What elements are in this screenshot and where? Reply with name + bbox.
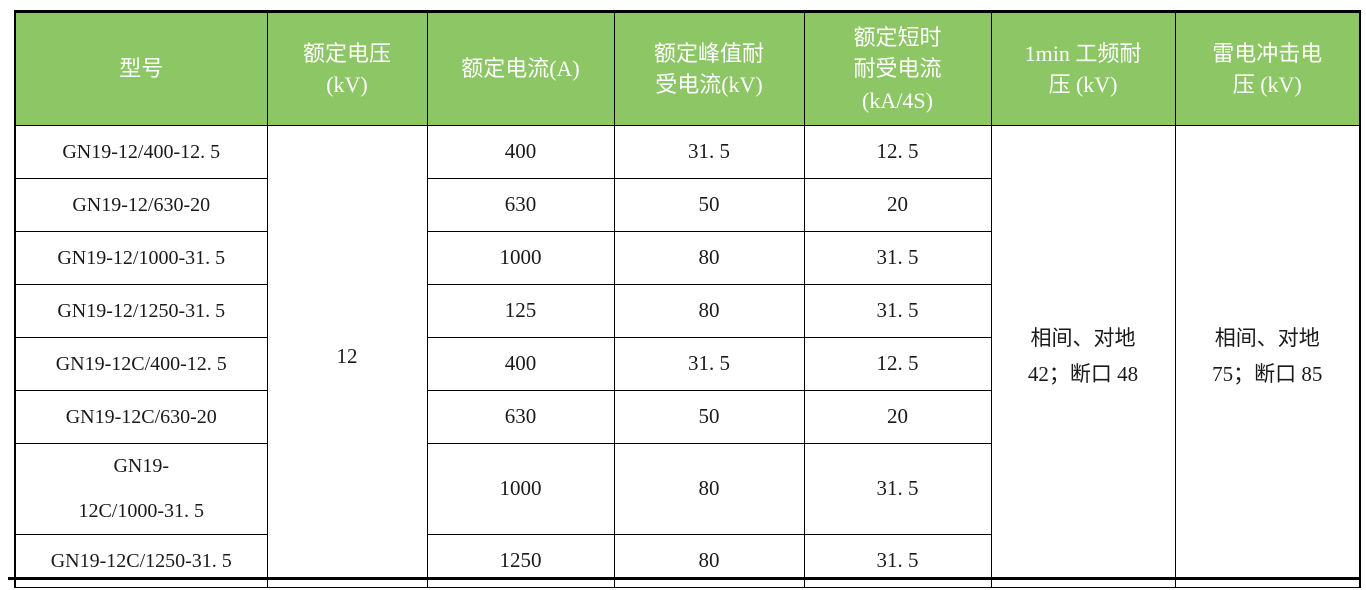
short-time-withstand-cell: 20 <box>803 178 992 232</box>
model-cell: GN19-12/1000-31. 5 <box>14 231 268 285</box>
rated-current-cell: 1000 <box>426 231 615 285</box>
col-header-rated-voltage: 额定电压 (kV) <box>266 11 428 126</box>
model-cell: GN19-12/630-20 <box>14 178 268 232</box>
rated-voltage-merged-cell: 12 <box>266 125 428 588</box>
peak-withstand-cell: 80 <box>613 284 805 338</box>
table-row: GN19-12/1000-31. 5 1000 80 31. 5 <box>14 231 1360 285</box>
model-cell: GN19-12/1250-31. 5 <box>14 284 268 338</box>
model-cell: GN19-12C/400-12. 5 <box>14 337 268 391</box>
model-cell: GN19-12C/630-20 <box>14 390 268 444</box>
rated-current-cell: 630 <box>426 178 615 232</box>
col-header-short-time-withstand-current: 额定短时 耐受电流 (kA/4S) <box>803 11 992 126</box>
peak-withstand-cell: 80 <box>613 231 805 285</box>
table-row: GN19-12C/400-12. 5 400 31. 5 12. 5 <box>14 337 1360 391</box>
table-row: GN19-12/630-20 630 50 20 <box>14 178 1360 232</box>
col-header-lightning-impulse-voltage: 雷电冲击电 压 (kV) <box>1174 11 1361 126</box>
rated-current-cell: 400 <box>426 125 615 179</box>
col-header-rated-current: 额定电流(A) <box>426 11 615 126</box>
col-header-model: 型号 <box>14 11 268 126</box>
model-cell: GN19-12/400-12. 5 <box>14 125 268 179</box>
peak-withstand-cell: 80 <box>613 443 805 535</box>
rated-current-cell: 1000 <box>426 443 615 535</box>
peak-withstand-cell: 50 <box>613 390 805 444</box>
peak-withstand-cell: 31. 5 <box>613 125 805 179</box>
short-time-withstand-cell: 12. 5 <box>803 337 992 391</box>
table-row: GN19- 12C/1000-31. 5 1000 80 31. 5 <box>14 443 1360 535</box>
switch-spec-table: 型号 额定电压 (kV) 额定电流(A) 额定峰值耐 受电流(kV) 额定短时 … <box>14 10 1361 588</box>
power-frequency-withstand-merged-cell: 相间、对地 42；断口 48 <box>990 125 1176 588</box>
lightning-impulse-merged-cell: 相间、对地 75；断口 85 <box>1174 125 1361 588</box>
short-time-withstand-cell: 31. 5 <box>803 231 992 285</box>
header-row: 型号 额定电压 (kV) 额定电流(A) 额定峰值耐 受电流(kV) 额定短时 … <box>14 11 1361 126</box>
model-cell: GN19- 12C/1000-31. 5 <box>14 443 268 535</box>
rated-current-cell: 630 <box>426 390 615 444</box>
short-time-withstand-cell: 31. 5 <box>803 443 992 535</box>
short-time-withstand-cell: 20 <box>803 390 992 444</box>
table-row: GN19-12/1250-31. 5 125 80 31. 5 <box>14 284 1360 338</box>
col-header-power-frequency-withstand-voltage: 1min 工频耐 压 (kV) <box>990 11 1176 126</box>
table-row: GN19-12/400-12. 5 12 400 31. 5 12. 5 相间、… <box>14 125 1361 588</box>
rated-current-cell: 125 <box>426 284 615 338</box>
table-bottom-rule <box>8 577 1360 580</box>
col-header-peak-withstand-current: 额定峰值耐 受电流(kV) <box>613 11 805 126</box>
rated-current-cell: 400 <box>426 337 615 391</box>
peak-withstand-cell: 31. 5 <box>613 337 805 391</box>
short-time-withstand-cell: 31. 5 <box>803 284 992 338</box>
short-time-withstand-cell: 12. 5 <box>803 125 992 179</box>
peak-withstand-cell: 50 <box>613 178 805 232</box>
